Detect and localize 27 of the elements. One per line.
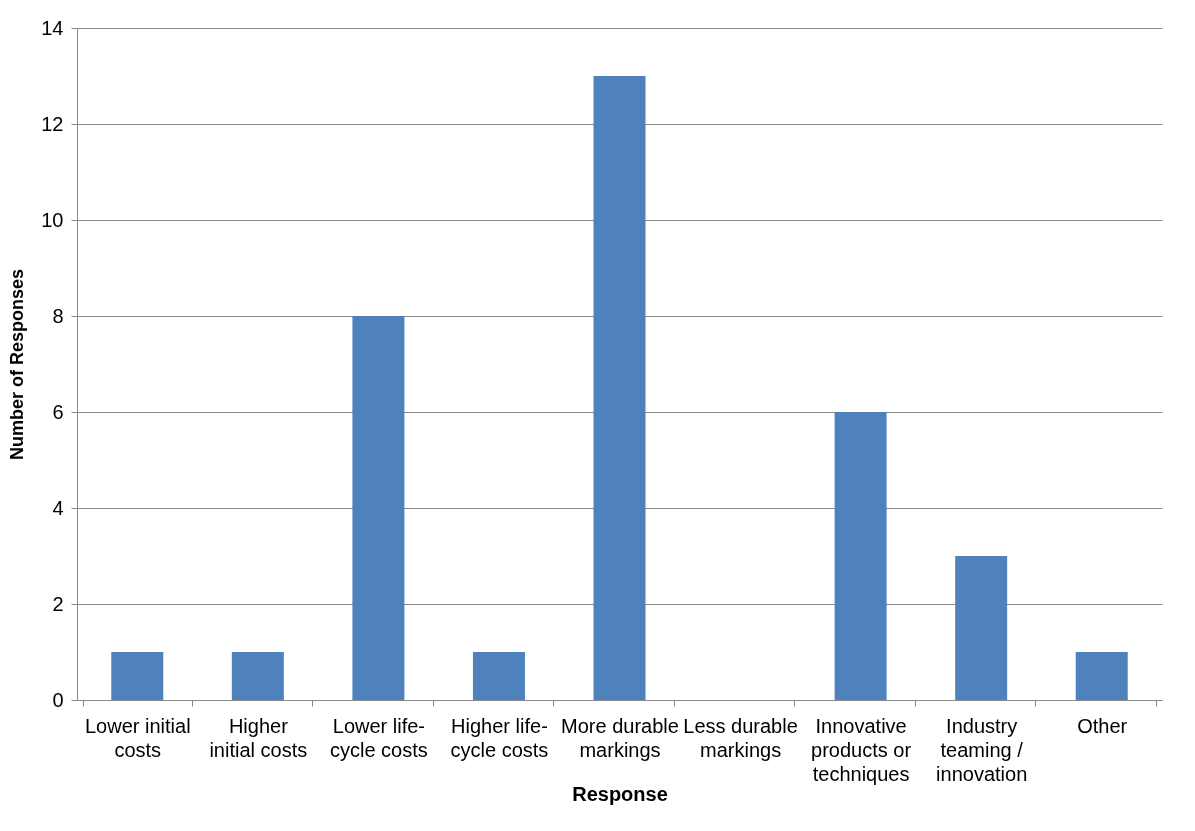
x-tick-label: Lower life-cycle costs <box>329 714 428 761</box>
bar <box>231 652 284 700</box>
y-axis-title: Number of Responses <box>7 268 28 461</box>
y-tick-label: 10 <box>41 208 64 231</box>
x-tick-label: Industry teaming / innovation <box>936 714 1028 785</box>
x-tick-label: More durable markings <box>561 714 679 761</box>
bar <box>593 76 646 700</box>
bar <box>472 652 525 700</box>
bar <box>834 412 887 700</box>
x-tick-label: Less durable markings <box>683 714 798 761</box>
y-tick-label: 8 <box>52 304 64 327</box>
bar <box>352 316 405 700</box>
x-tick-label: Other <box>1077 714 1128 737</box>
x-tick-label: Innovative products or techniques <box>811 714 912 785</box>
y-tick-label: 6 <box>52 400 64 423</box>
x-tick-label: Higher life-cycle costs <box>450 714 549 761</box>
bar <box>955 556 1008 700</box>
x-axis-title: Response <box>572 782 668 805</box>
x-tick-label: Lower initial costs <box>84 714 191 761</box>
y-tick-label: 12 <box>41 112 64 135</box>
bar <box>1075 652 1128 700</box>
y-tick-label: 14 <box>41 16 64 39</box>
y-tick-label: 4 <box>52 496 64 519</box>
y-tick-label: 0 <box>52 688 64 711</box>
y-tick-label: 2 <box>52 592 64 615</box>
bar <box>111 652 164 700</box>
x-tick-label: Higher initial costs <box>209 714 308 761</box>
